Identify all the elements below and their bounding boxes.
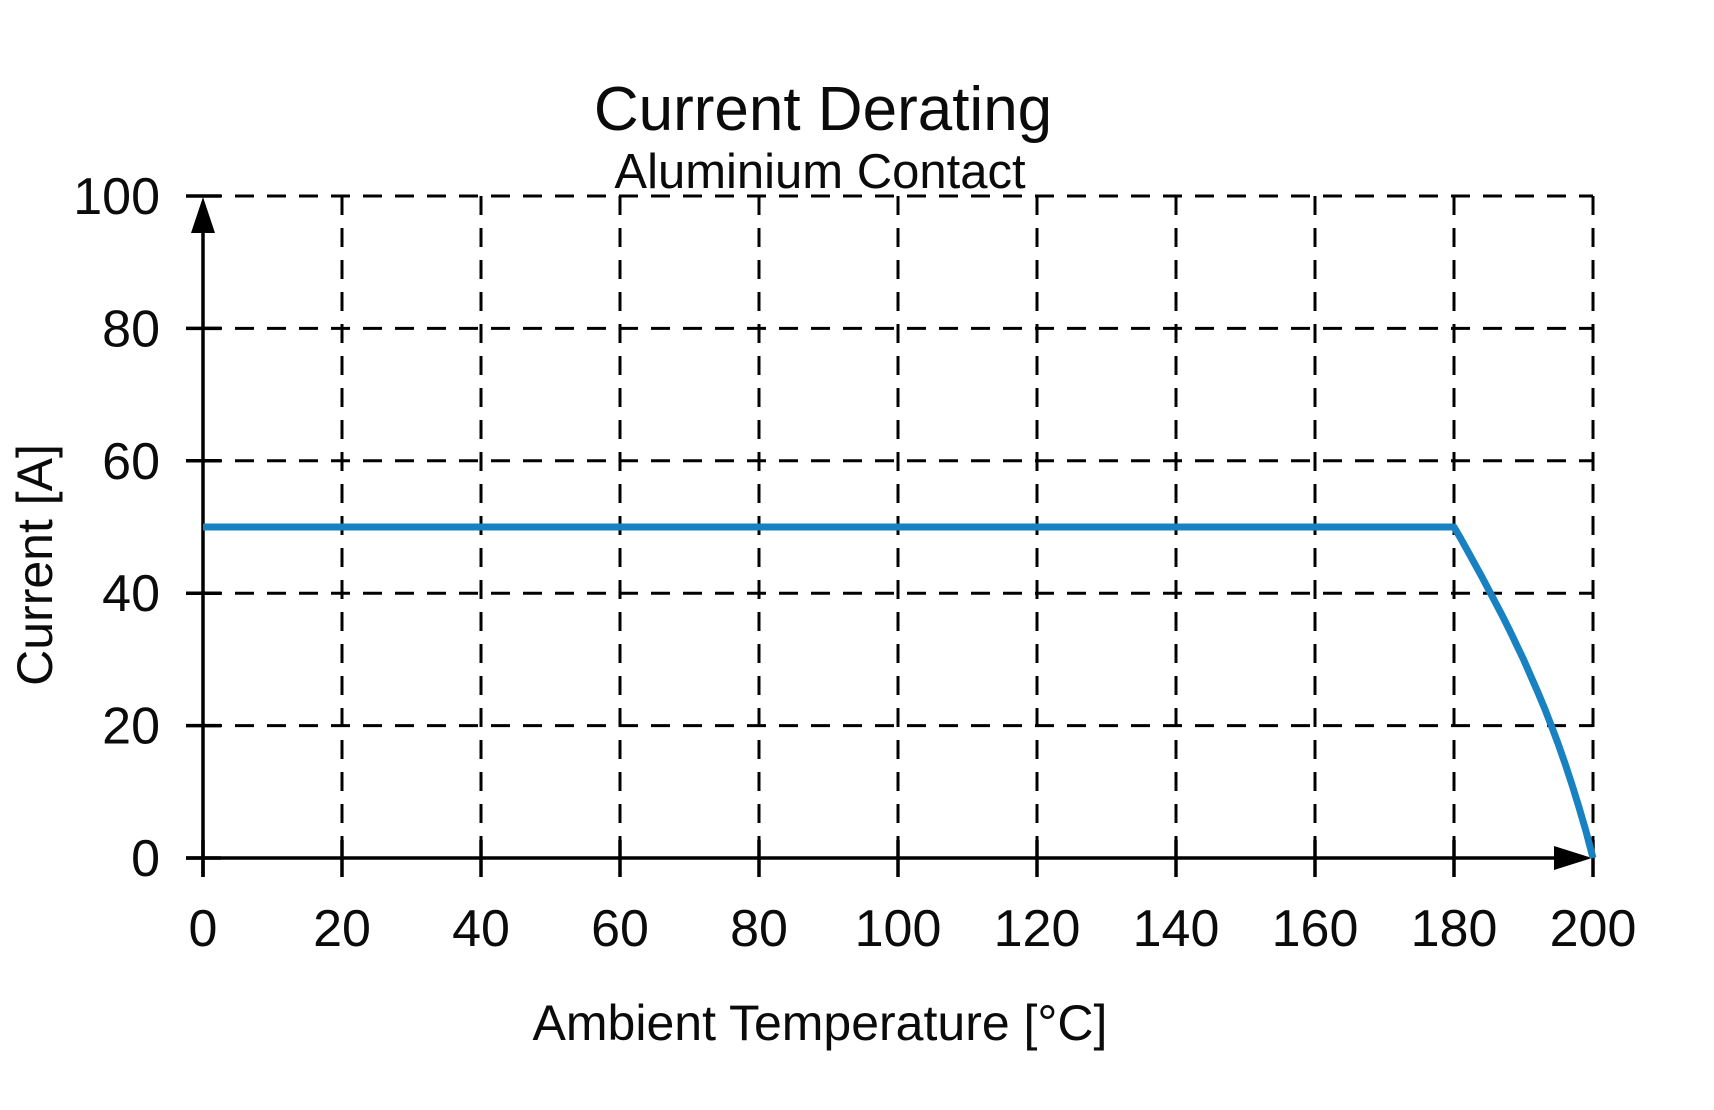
- y-tick-label: 100: [73, 168, 160, 226]
- x-tick-label: 80: [730, 900, 788, 958]
- y-tick-label: 20: [102, 698, 160, 756]
- axis-ticks: [186, 194, 1595, 877]
- x-tick-label: 200: [1550, 900, 1637, 958]
- x-axis-arrowhead-icon: [1554, 846, 1592, 870]
- y-tick-label: 80: [102, 300, 160, 358]
- x-tick-label: 160: [1272, 900, 1359, 958]
- x-tick-label: 40: [452, 900, 510, 958]
- x-tick-label: 0: [189, 900, 218, 958]
- y-tick-labels: 0 20 40 60 80 100: [73, 168, 160, 888]
- x-tick-label: 140: [1133, 900, 1220, 958]
- y-tick-label: 40: [102, 565, 160, 623]
- tick-marks: [186, 194, 1595, 877]
- x-tick-label: 120: [994, 900, 1081, 958]
- y-axis-title: Current [A]: [7, 444, 63, 686]
- chart-title: Current Derating: [594, 75, 1052, 144]
- y-tick-label: 60: [102, 433, 160, 491]
- x-tick-label: 100: [855, 900, 942, 958]
- y-tick-label: 0: [131, 830, 160, 888]
- x-tick-label: 60: [591, 900, 649, 958]
- x-axis-title: Ambient Temperature [°C]: [533, 995, 1108, 1051]
- x-tick-label: 20: [313, 900, 371, 958]
- derating-curve: [203, 523, 1597, 859]
- x-tick-labels: 0 20 40 60 80 100 120 140 160 180 200: [189, 900, 1637, 958]
- chart-subtitle: Aluminium Contact: [614, 145, 1026, 199]
- x-tick-label: 180: [1411, 900, 1498, 958]
- y-axis-arrowhead-icon: [191, 197, 215, 233]
